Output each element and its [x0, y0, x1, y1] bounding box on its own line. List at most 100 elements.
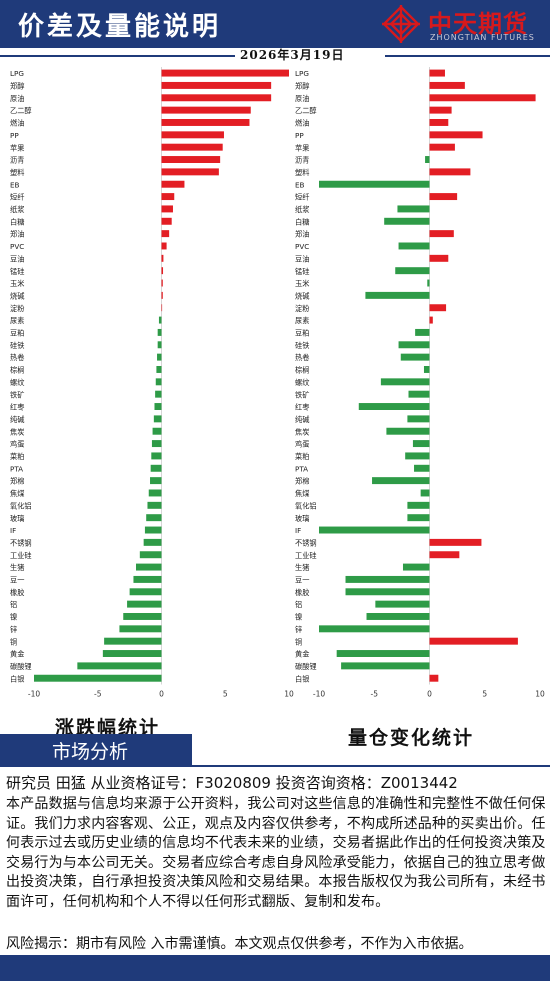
category-label: 纯碱 [295, 415, 309, 424]
category-label: PP [295, 131, 304, 140]
category-label: 豆一 [10, 576, 24, 585]
bar-生猪 [136, 563, 162, 571]
header-bar [0, 0, 550, 48]
disclaimer-text: 本产品数据与信息均来源于公开资料，我公司对这些信息的准确性和完整性不做任何保证。… [6, 796, 546, 910]
x-tick-label: -5 [371, 690, 379, 699]
category-label: 乙二醇 [295, 106, 317, 115]
bar-橡胶 [345, 588, 430, 596]
category-label: 沥青 [295, 156, 309, 165]
category-label: 硅铁 [10, 341, 24, 350]
bar-豆粕 [157, 328, 162, 336]
bar-PTA [150, 464, 162, 472]
x-tick-label: 5 [223, 690, 228, 699]
category-label: 塑料 [295, 168, 309, 177]
bar-郑棉 [150, 477, 162, 485]
bar-铁矿 [408, 390, 430, 398]
bar-棕榈 [156, 366, 162, 373]
category-label: 豆一 [295, 576, 309, 585]
x-tick-label: 0 [159, 690, 164, 699]
category-label: LPG [295, 69, 309, 78]
category-label: PVC [295, 242, 309, 251]
category-label: 铝 [295, 600, 302, 609]
bar-硅铁 [157, 341, 162, 349]
category-label: 红枣 [10, 403, 24, 412]
bar-硅铁 [398, 341, 430, 349]
category-label: 铁矿 [295, 390, 309, 399]
category-label: 郑醇 [10, 82, 24, 91]
category-label: 锰硅 [295, 267, 309, 276]
bar-红枣 [358, 403, 430, 410]
bar-氧化铝 [147, 501, 162, 509]
bar-苹果 [161, 143, 223, 151]
bar-鸡蛋 [151, 440, 162, 448]
date-rule-right [385, 55, 550, 57]
bar-烧碱 [161, 291, 163, 299]
bar-橡胶 [129, 588, 162, 596]
bar-郑醇 [161, 81, 272, 89]
bar-乙二醇 [429, 106, 452, 114]
bar-白糖 [161, 217, 172, 225]
bar-铜 [429, 637, 518, 645]
zhongtian-logo-icon [382, 5, 420, 43]
category-label: 白糖 [10, 217, 24, 226]
bar-燃油 [161, 119, 250, 126]
category-label: 热卷 [10, 353, 24, 362]
bar-焦炭 [386, 427, 430, 435]
bar-沥青 [425, 156, 430, 163]
category-label: 短纤 [10, 193, 24, 202]
bar-不锈钢 [429, 538, 482, 546]
category-label: 生猪 [295, 563, 309, 572]
category-label: 硅铁 [295, 341, 309, 350]
bar-豆油 [429, 254, 449, 262]
category-label: 豆粕 [10, 329, 24, 338]
bar-豆一 [133, 575, 162, 583]
market-section-tab [40, 734, 192, 767]
category-label: 生猪 [10, 563, 24, 572]
category-label: EB [295, 180, 305, 189]
category-label: 白银 [295, 674, 309, 683]
x-tick-label: 10 [284, 690, 294, 699]
report-date: 2026年3月19日 [240, 48, 345, 62]
category-label: 原油 [10, 94, 24, 103]
category-label: 铜 [10, 637, 17, 646]
bar-热卷 [400, 353, 430, 361]
category-label: 玻璃 [295, 514, 309, 523]
category-label: 菜粕 [295, 452, 309, 461]
bar-纯碱 [407, 415, 430, 423]
category-label: 螺纹 [10, 378, 24, 387]
category-label: 螺纹 [295, 378, 309, 387]
category-label: 棕榈 [295, 366, 309, 375]
bar-郑醇 [429, 81, 465, 89]
bar-工业硅 [139, 551, 162, 559]
bar-豆油 [161, 254, 164, 262]
bar-碳酸锂 [341, 662, 430, 670]
logo-text: 中天期货 [428, 10, 528, 38]
bar-氧化铝 [407, 501, 430, 509]
category-label: IF [10, 526, 16, 535]
category-label: 锰硅 [10, 267, 24, 276]
bar-LPG [429, 69, 445, 77]
bar-鸡蛋 [412, 440, 430, 448]
market-section-rule [0, 765, 550, 767]
bar-PP [429, 131, 483, 139]
category-label: 原油 [295, 94, 309, 103]
category-label: 锌 [295, 625, 302, 634]
category-label: 淀粉 [295, 304, 309, 313]
category-label: 烧碱 [10, 291, 24, 300]
bar-锌 [319, 625, 430, 633]
bar-EB [161, 180, 185, 188]
category-label: 红枣 [295, 403, 309, 412]
category-label: 鸡蛋 [10, 440, 24, 449]
bar-不锈钢 [143, 538, 162, 546]
bar-IF [319, 526, 430, 534]
category-label: 氧化铝 [295, 501, 317, 510]
bar-EB [319, 180, 430, 188]
category-label: PVC [10, 242, 24, 251]
bar-短纤 [429, 193, 458, 201]
category-label: 豆油 [295, 254, 309, 263]
bar-红枣 [154, 403, 162, 410]
category-label: 橡胶 [295, 588, 309, 597]
bar-纸浆 [397, 205, 430, 213]
category-label: 镍 [10, 613, 17, 622]
